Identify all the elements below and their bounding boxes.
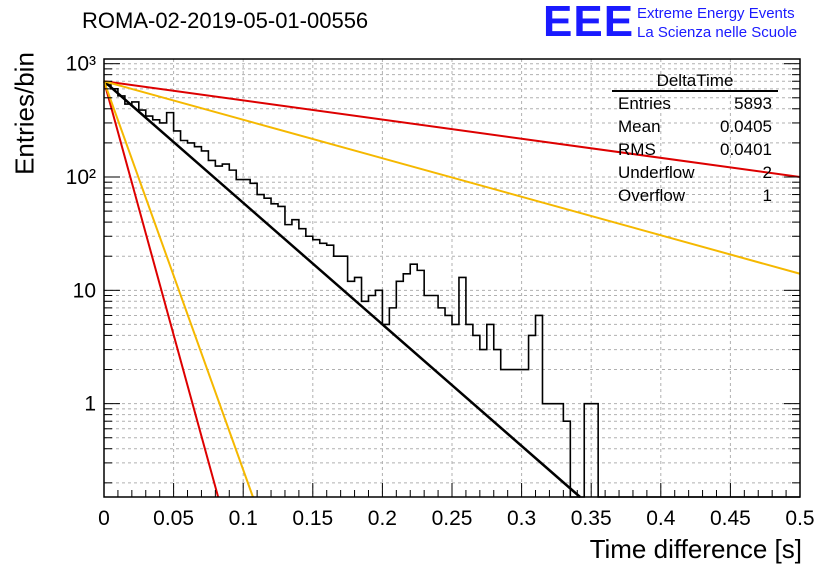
y-tick-label: 10³: [66, 53, 96, 76]
org-line-2: La Scienza nelle Scuole: [637, 24, 798, 41]
x-tick-label: 0.2: [368, 507, 397, 530]
stats-value: 0.0401: [720, 140, 772, 159]
fit-line: [103, 80, 254, 498]
stats-value: 0.0405: [720, 117, 772, 136]
x-tick-label: 0.1: [229, 507, 258, 530]
x-tick-label: 0.15: [292, 507, 333, 530]
chart-title: ROMA-02-2019-05-01-00556: [82, 8, 369, 33]
organization-name: Extreme Energy Events La Scienza nelle S…: [637, 4, 797, 42]
stats-row-entries: Entries 5893: [612, 92, 778, 115]
org-line-1: Extreme Energy Events: [637, 5, 795, 22]
x-tick-label: 0.35: [571, 507, 612, 530]
fit-line: [103, 80, 801, 178]
y-tick-label: 10: [73, 279, 96, 302]
x-tick-label: 0.25: [432, 507, 473, 530]
stats-row-overflow: Overflow 1: [612, 184, 778, 207]
fit-line: [103, 80, 801, 275]
x-tick-label: 0.5: [785, 507, 814, 530]
y-axis-label: Entries/bin: [9, 52, 40, 175]
eee-logo: EEE: [543, 0, 635, 46]
x-tick-label: 0.05: [153, 507, 194, 530]
x-tick-label: 0.4: [646, 507, 676, 530]
axis-ticks: [103, 63, 801, 497]
y-tick-label: 1: [84, 393, 96, 416]
stats-label: Entries: [618, 94, 671, 113]
stats-label: RMS: [618, 140, 656, 159]
fit-lines: [103, 80, 801, 498]
x-tick-label: 0.45: [710, 507, 751, 530]
stats-title: DeltaTime: [612, 71, 778, 92]
fit-line: [103, 80, 220, 498]
stats-row-underflow: Underflow 2: [612, 161, 778, 184]
stats-value: 5893: [734, 94, 772, 113]
stats-label: Overflow: [618, 186, 686, 205]
stats-box: DeltaTime Entries 5893 Mean 0.0405 RMS 0…: [612, 71, 778, 207]
stats-row-mean: Mean 0.0405: [612, 115, 778, 138]
x-tick-label: 0.3: [507, 507, 536, 530]
stats-value: 1: [762, 186, 772, 205]
stats-label: Underflow: [618, 163, 695, 182]
tick-labels: 0 0.05 0.1 0.15 0.2 0.25 0.3 0.35 0.4 0.45 0.5 1 10 1…: [66, 53, 815, 530]
x-axis-label: Time difference [s]: [589, 534, 802, 564]
stats-label: Mean: [618, 117, 661, 136]
stats-value: 2: [762, 163, 772, 182]
stats-row-rms: RMS 0.0401: [612, 138, 778, 161]
fit-line: [103, 80, 581, 498]
y-tick-label: 10²: [66, 166, 96, 189]
x-tick-label: 0: [98, 507, 110, 530]
